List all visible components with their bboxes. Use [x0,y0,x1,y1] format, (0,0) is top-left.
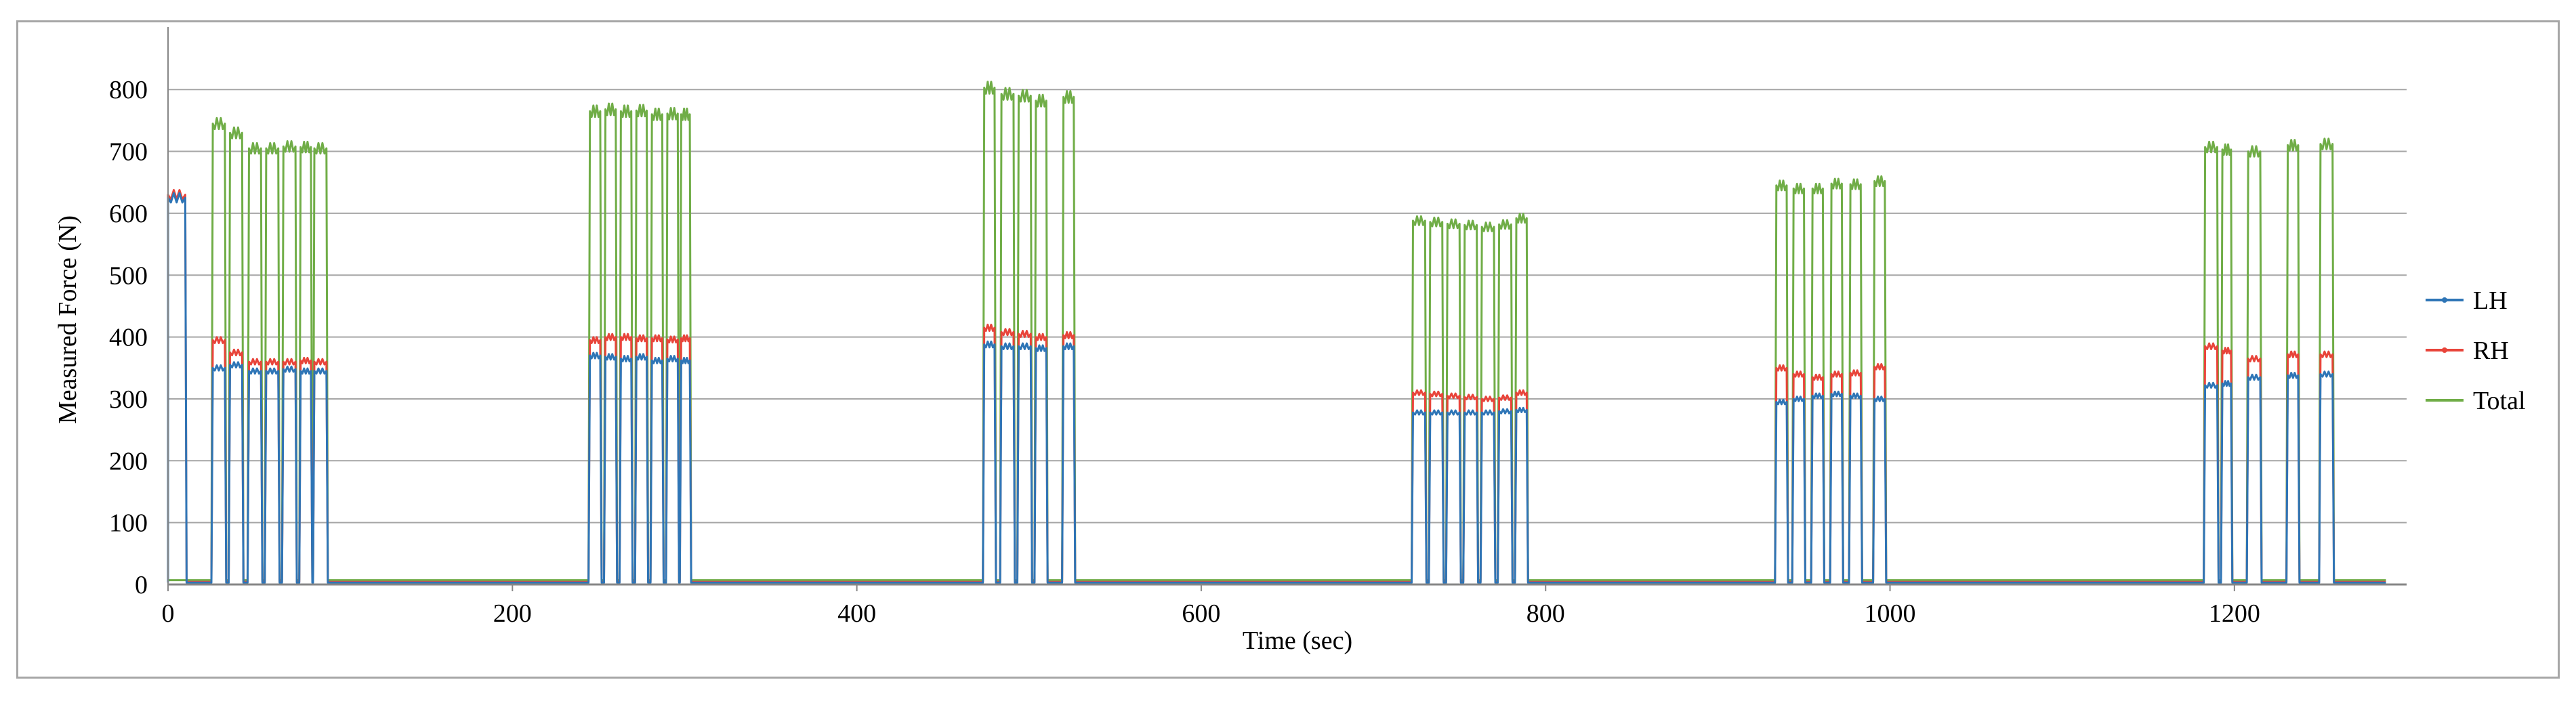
y-tick-label: 400 [109,324,148,352]
series-total-line [168,81,2386,582]
x-tick-label: 600 [1182,599,1220,628]
y-tick-label: 800 [109,76,148,104]
y-tick-label: 300 [109,385,148,414]
legend-marker-lh [2442,297,2447,303]
y-tick-label: 200 [109,447,148,475]
y-tick-label: 600 [109,200,148,228]
legend-label-rh: RH [2473,337,2509,365]
chart-frame [16,20,2560,679]
y-tick-labels: 0 100 200 300 400 500 600 700 800 [109,76,148,599]
y-tick-label: 100 [109,509,148,538]
legend-marker-rh [2442,347,2447,353]
y-tick-label: 500 [109,261,148,290]
x-tick-label: 200 [493,599,532,628]
y-axis-label: Measured Force (N) [54,215,82,424]
legend-label-lh: LH [2473,286,2508,315]
x-tick-label: 1200 [2209,599,2260,628]
x-tick-label: 400 [837,599,876,628]
x-tick-labels: 0 200 400 600 800 1000 1200 [162,584,2260,628]
x-axis-label: Time (sec) [1243,626,1352,655]
series-lh-line [167,192,2386,584]
y-tick-label: 0 [135,571,148,599]
x-tick-label: 800 [1526,599,1565,628]
x-tick-label: 0 [162,599,175,628]
legend-label-total: Total [2473,387,2526,415]
series-lines [167,81,2386,584]
legend: LH RH Total [2426,286,2526,415]
x-tick-label: 1000 [1865,599,1916,628]
gridlines [168,89,2407,524]
y-tick-label: 700 [109,138,148,167]
